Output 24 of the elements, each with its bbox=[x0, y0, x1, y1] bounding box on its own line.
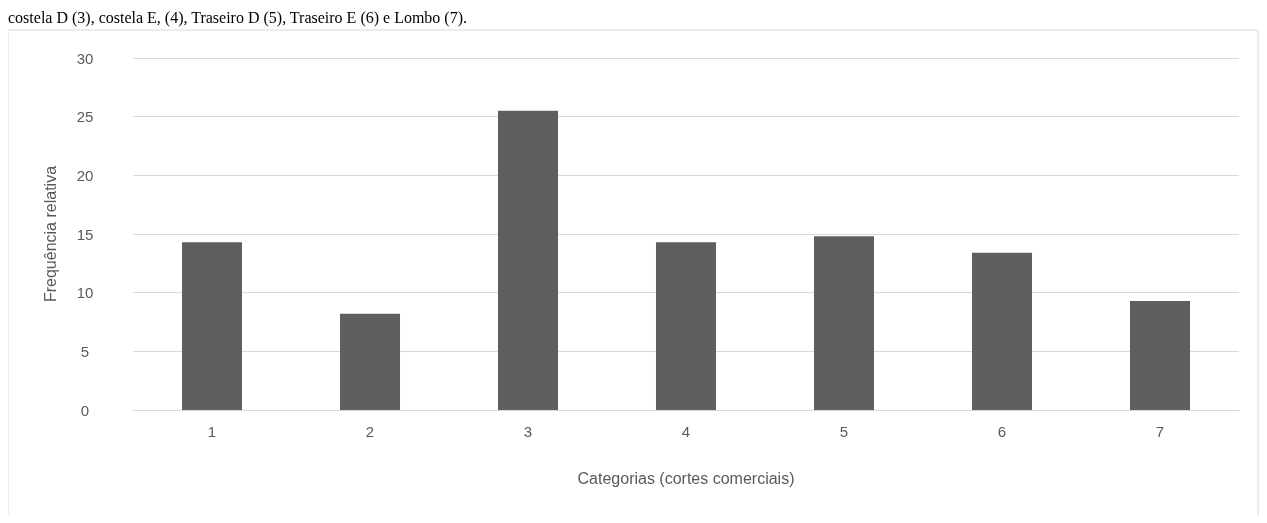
bar bbox=[497, 110, 559, 410]
bar bbox=[655, 242, 717, 410]
x-tick-label: 3 bbox=[523, 423, 533, 440]
text: costela D (3), costela E, (4), Traseiro D (5), Traseiro E (6) e Lombo (7). bbox=[8, 8, 468, 27]
x-tick-label: 6 bbox=[997, 423, 1007, 440]
y-tick-label: 30 bbox=[76, 49, 94, 67]
y-tick-label: 10 bbox=[76, 284, 94, 302]
x-tick-label: 5 bbox=[839, 423, 849, 440]
y-tick-label: 5 bbox=[80, 342, 90, 360]
bar bbox=[1129, 300, 1191, 410]
y-tick-label: 0 bbox=[80, 401, 90, 419]
x-tick-label: 7 bbox=[1155, 423, 1165, 440]
bar bbox=[181, 242, 243, 410]
bar bbox=[339, 313, 401, 410]
y-axis-title: Frequência relativa bbox=[41, 165, 59, 303]
y-tick-label: 20 bbox=[76, 166, 94, 184]
x-tick-label: 2 bbox=[365, 423, 375, 440]
x-tick-label: 4 bbox=[681, 423, 691, 440]
x-axis-title: Categorias (cortes comerciais) bbox=[577, 469, 795, 487]
x-tick-label: 1 bbox=[207, 423, 217, 440]
y-tick-label: 25 bbox=[76, 108, 94, 126]
y-tick-label: 15 bbox=[76, 225, 94, 243]
bar bbox=[971, 252, 1033, 410]
bar bbox=[813, 236, 875, 410]
